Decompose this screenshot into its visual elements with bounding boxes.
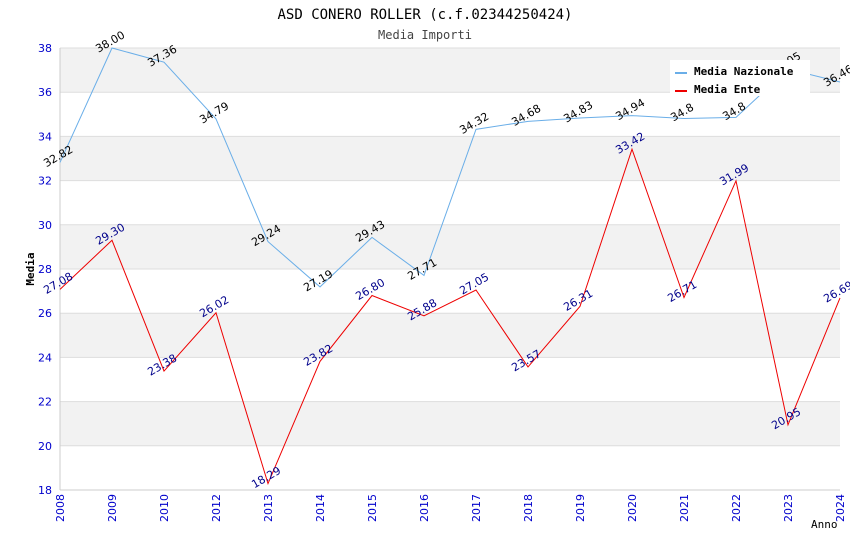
x-tick-label: 2015: [366, 494, 379, 522]
y-tick-label: 32: [38, 175, 52, 188]
legend-label-media-ente: Media Ente: [694, 83, 761, 96]
y-tick-label: 36: [38, 86, 52, 99]
x-tick-label: 2023: [782, 494, 795, 522]
x-tick-label: 2017: [470, 494, 483, 522]
y-tick-label: 26: [38, 307, 52, 320]
x-tick-label: 2012: [210, 494, 223, 522]
legend: Media Nazionale Media Ente: [670, 60, 810, 96]
y-tick-label: 28: [38, 263, 52, 276]
y-tick-label: 34: [38, 130, 52, 143]
x-tick-label: 2018: [522, 494, 535, 522]
x-tick-label: 2009: [106, 494, 119, 522]
y-axis-title: Media: [24, 252, 37, 285]
y-tick-label: 38: [38, 42, 52, 55]
x-tick-label: 2021: [678, 494, 691, 522]
x-tick-label: 2016: [418, 494, 431, 522]
grid-bands: [60, 47, 840, 491]
series-line-media-nazionale: [59, 47, 841, 288]
series-line-media-ente: [59, 147, 841, 486]
y-tick-label: 22: [38, 396, 52, 409]
grid-band: [60, 357, 840, 402]
grid-band: [60, 224, 840, 269]
x-axis-title: Anno: [811, 518, 838, 531]
grid-band: [60, 445, 840, 490]
chart-subtitle: Media Importi: [378, 28, 472, 42]
x-tick-label: 2019: [574, 494, 587, 522]
grid-band: [60, 313, 840, 358]
axes: [59, 48, 840, 491]
x-tick-label: 2014: [314, 494, 327, 522]
legend-box: [670, 60, 810, 96]
x-tick-label: 2024: [834, 494, 847, 522]
y-tick-label: 18: [38, 484, 52, 497]
grid-band: [60, 269, 840, 314]
series-lines: [59, 47, 841, 486]
x-tick-labels: 2008 2009 2010 2012 2013 2014 2015 2016 2017 2018…: [54, 494, 847, 522]
grid-band: [60, 401, 840, 446]
y-tick-label: 20: [38, 440, 52, 453]
x-tick-label: 2020: [626, 494, 639, 522]
x-tick-label: 2013: [262, 494, 275, 522]
y-tick-label: 24: [38, 351, 52, 364]
x-tick-label: 2008: [54, 494, 67, 522]
x-tick-label: 2022: [730, 494, 743, 522]
grid-band: [60, 92, 840, 137]
grid-band: [60, 136, 840, 181]
y-tick-label: 30: [38, 219, 52, 232]
chart-title: ASD CONERO ROLLER (c.f.02344250424): [277, 7, 572, 23]
y-tick-labels: 18 20 22 24 26 28 30 32 34 36 38: [38, 42, 52, 497]
x-tick-label: 2010: [158, 494, 171, 522]
legend-label-media-nazionale: Media Nazionale: [694, 65, 794, 78]
